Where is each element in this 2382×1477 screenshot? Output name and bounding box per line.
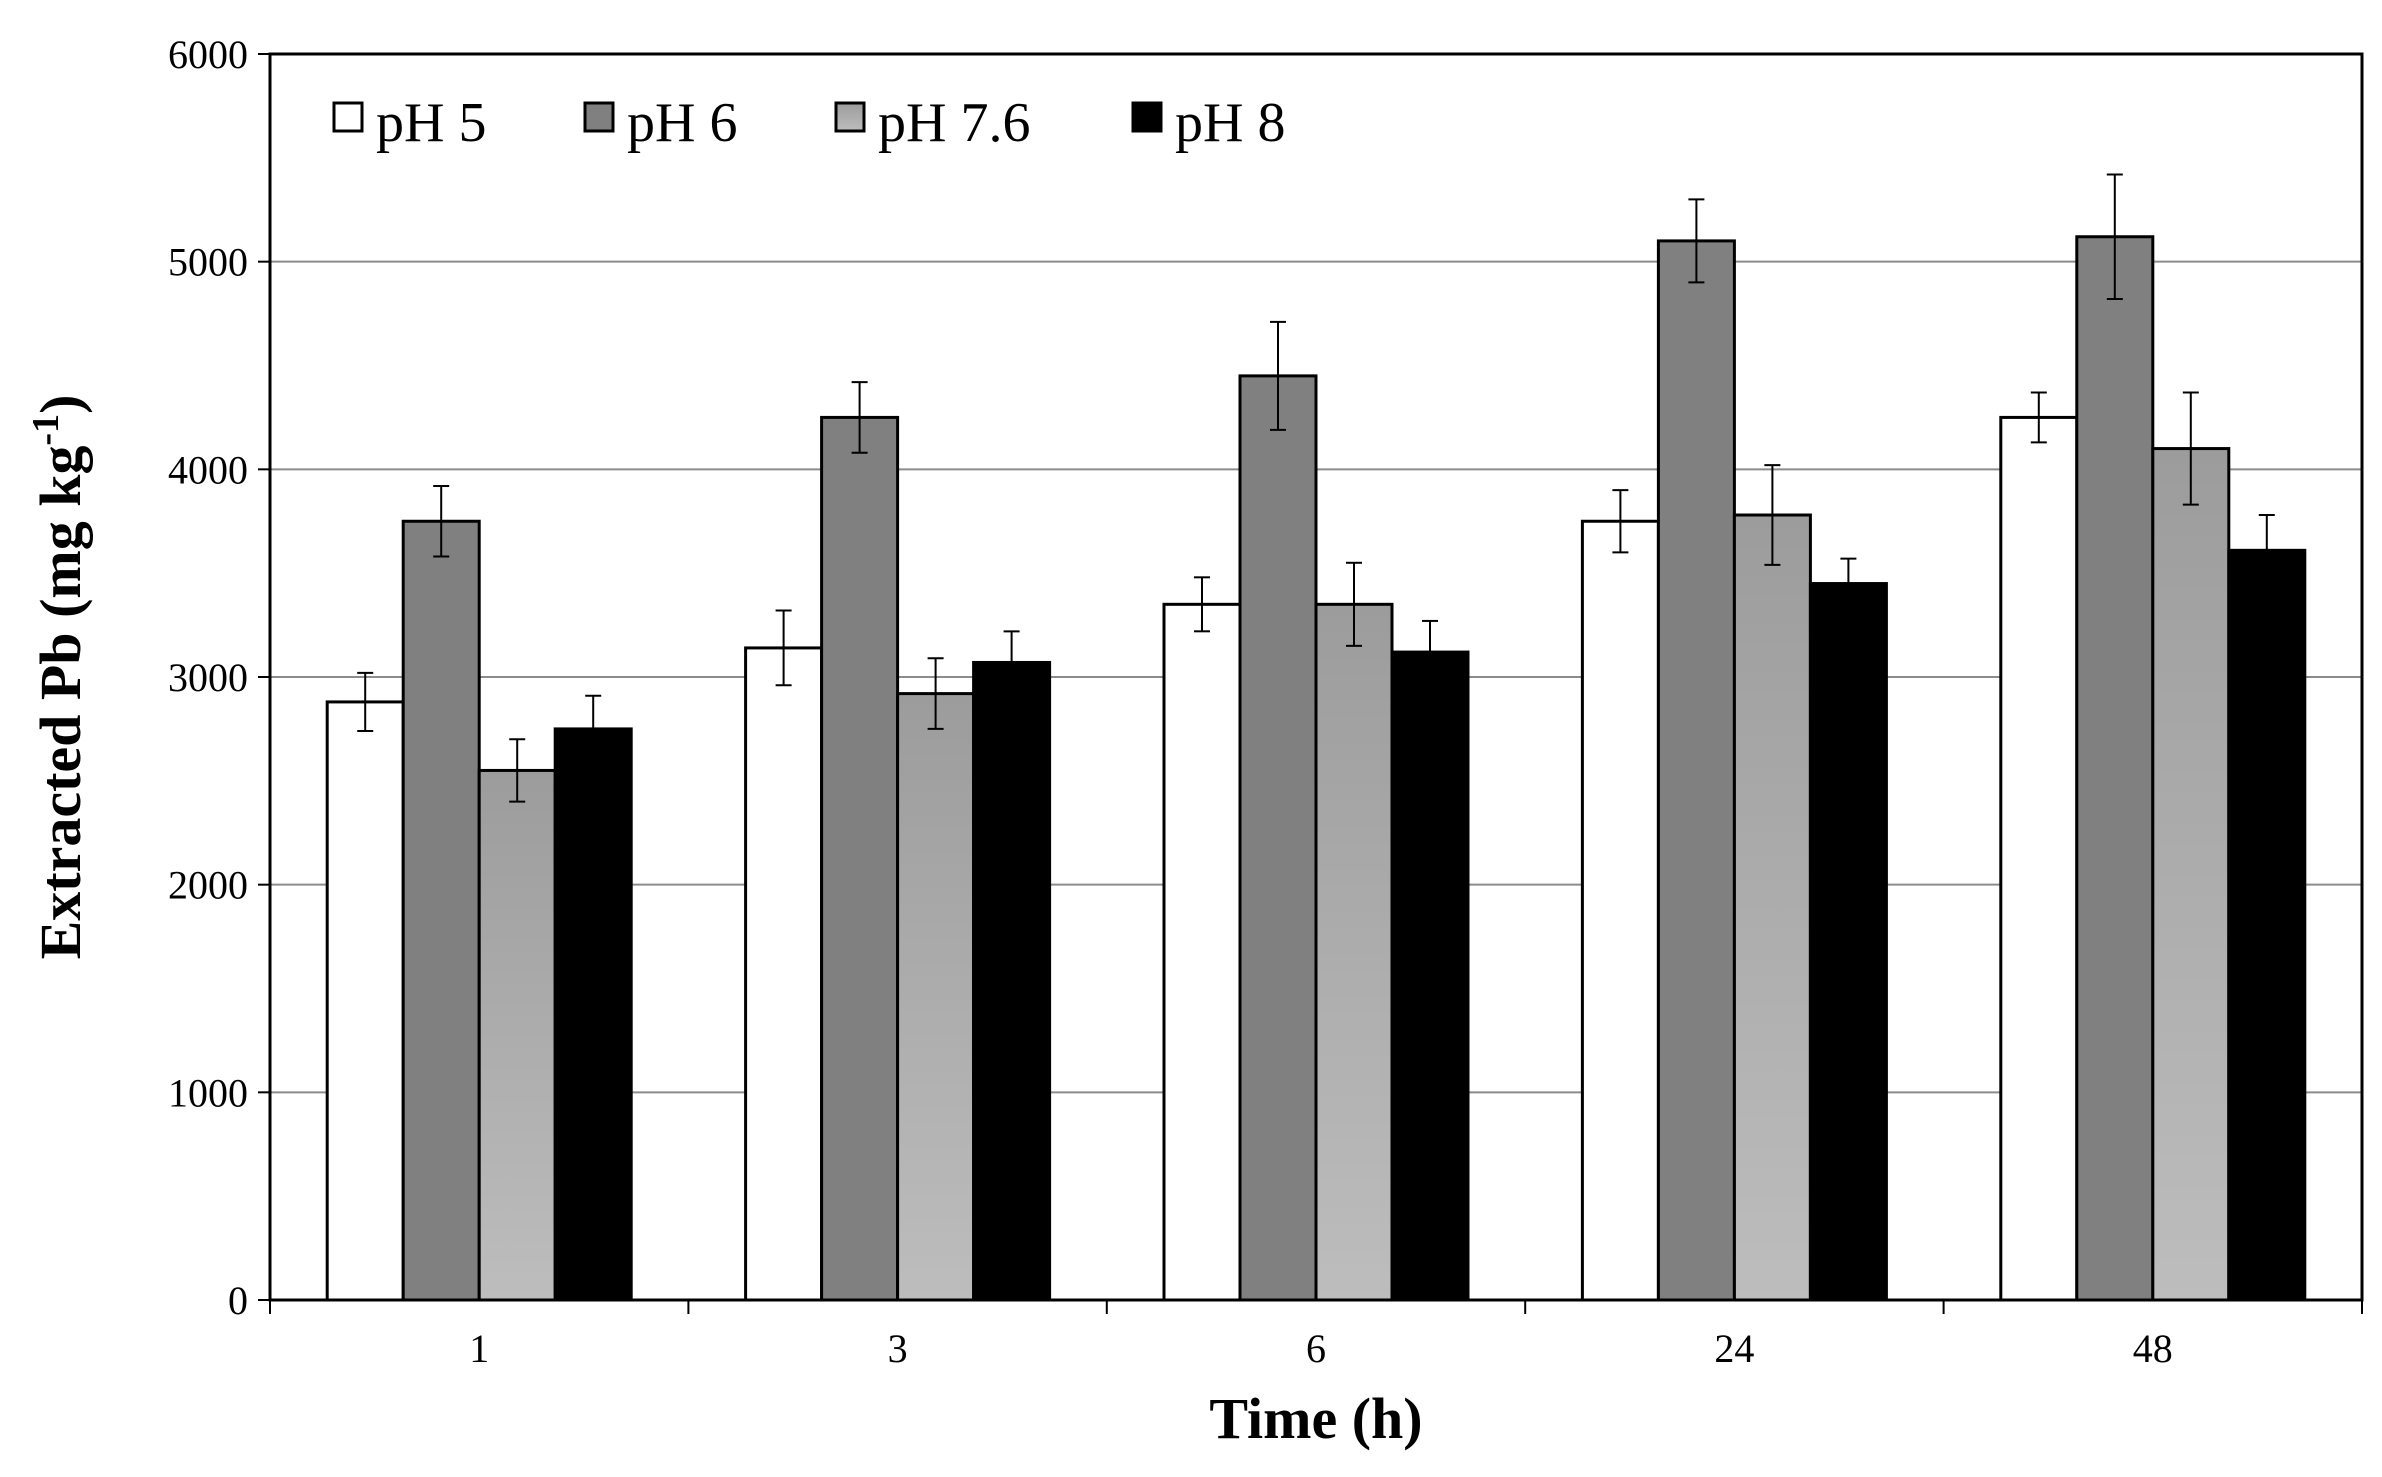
bar bbox=[972, 660, 1052, 1302]
bar bbox=[553, 727, 633, 1302]
x-tick-label: 3 bbox=[888, 1326, 908, 1371]
y-axis-title-close: ) bbox=[28, 395, 93, 414]
bar bbox=[401, 519, 481, 1302]
bar bbox=[1580, 519, 1660, 1302]
y-tick-label: 0 bbox=[228, 1278, 248, 1323]
bar bbox=[1238, 374, 1318, 1302]
error-bars bbox=[357, 173, 2275, 803]
x-tick-label: 48 bbox=[2133, 1326, 2173, 1371]
y-tick-label: 3000 bbox=[168, 655, 248, 700]
bars bbox=[325, 235, 2307, 1302]
legend-swatch bbox=[834, 101, 866, 133]
bar bbox=[1808, 582, 1888, 1302]
axes: 0 1000 2000 3000 4000 5000 6000 1 3 6 24 48 bbox=[168, 32, 2363, 1371]
legend-swatch bbox=[1131, 101, 1163, 133]
legend: pH 5 pH 6 pH 7.6 pH 8 bbox=[332, 92, 1285, 154]
bar bbox=[896, 692, 976, 1302]
legend-label: pH 5 bbox=[376, 92, 486, 154]
bar bbox=[325, 700, 405, 1302]
bar bbox=[1656, 239, 1736, 1302]
y-axis-title-text: Extracted Pb (mg kg bbox=[28, 446, 93, 960]
bar bbox=[1390, 650, 1470, 1302]
y-axis-title-superscript: -1 bbox=[25, 414, 67, 446]
bar bbox=[1732, 513, 1812, 1302]
bar bbox=[1162, 602, 1242, 1302]
bar bbox=[1314, 602, 1394, 1302]
x-tick-label: 6 bbox=[1306, 1326, 1326, 1371]
legend-label: pH 7.6 bbox=[878, 92, 1030, 154]
bar bbox=[1999, 415, 2079, 1302]
bar bbox=[2075, 235, 2155, 1302]
bar bbox=[2227, 548, 2307, 1302]
y-tick-label: 4000 bbox=[168, 447, 248, 492]
y-tick-label: 1000 bbox=[168, 1070, 248, 1115]
legend-swatch bbox=[332, 101, 364, 133]
y-tick-label: 5000 bbox=[168, 240, 248, 285]
bar bbox=[820, 415, 900, 1302]
y-tick-label: 2000 bbox=[168, 863, 248, 908]
x-tick-label: 24 bbox=[1714, 1326, 1754, 1371]
x-axis-title: Time (h) bbox=[1209, 1386, 1422, 1451]
bar bbox=[477, 768, 557, 1302]
y-axis-title: Extracted Pb (mg kg-1) bbox=[25, 395, 93, 960]
legend-swatch bbox=[583, 101, 615, 133]
bar bbox=[2151, 447, 2231, 1302]
legend-label: pH 6 bbox=[627, 92, 737, 154]
bar bbox=[744, 646, 824, 1302]
legend-label: pH 8 bbox=[1175, 92, 1285, 154]
y-tick-label: 6000 bbox=[168, 32, 248, 77]
x-tick-label: 1 bbox=[469, 1326, 489, 1371]
